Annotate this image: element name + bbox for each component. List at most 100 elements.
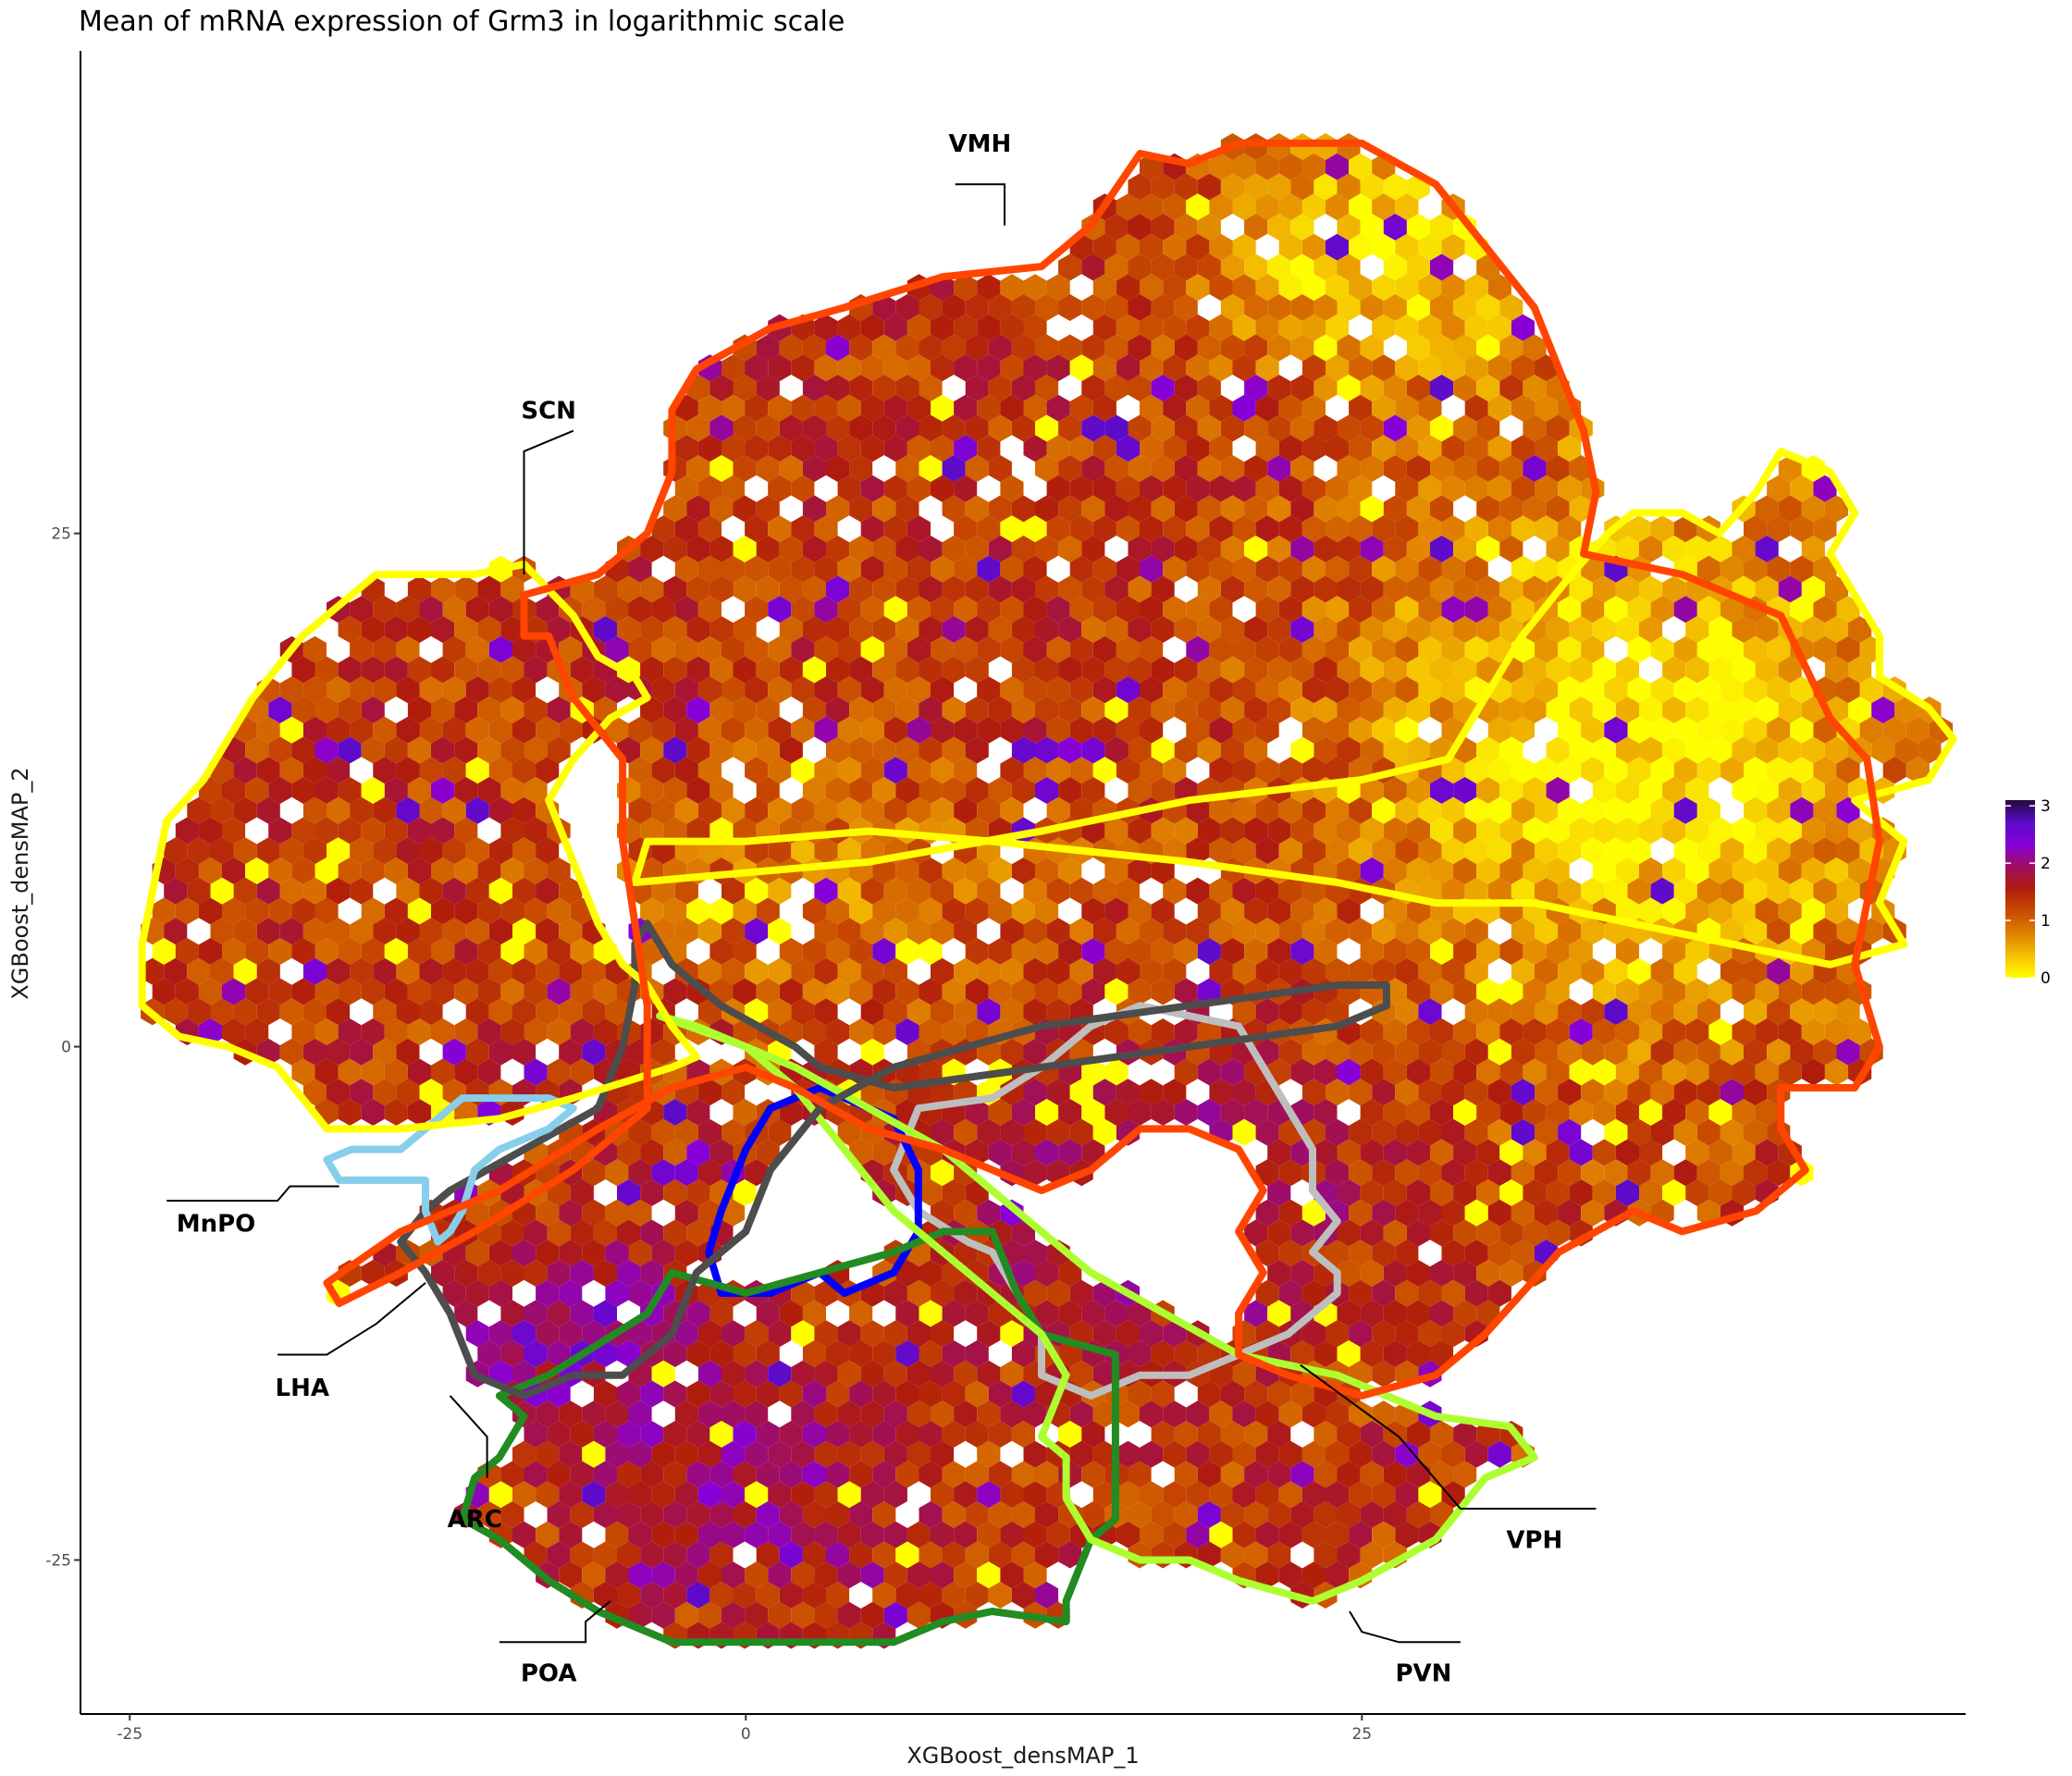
hex-bin	[605, 1400, 629, 1428]
hex-bin	[500, 575, 524, 603]
hex-bin	[1673, 1118, 1697, 1146]
hex-bin	[1023, 918, 1047, 945]
hex-bin	[791, 635, 815, 663]
hex-bin	[1232, 957, 1256, 985]
hex-bin	[1255, 676, 1279, 704]
hex-bin	[1151, 1421, 1175, 1448]
hex-bin	[1662, 777, 1686, 804]
hex-bin	[302, 998, 327, 1026]
hex-bin	[1732, 697, 1756, 723]
hex-bin	[860, 1561, 884, 1589]
hex-bin	[210, 918, 234, 945]
hex-bin	[779, 978, 803, 1005]
hex-bin	[175, 978, 199, 1005]
hex-bin	[722, 1521, 746, 1548]
hex-bin	[988, 1380, 1012, 1408]
hex-bin	[1081, 1300, 1105, 1327]
hex-bin	[536, 1440, 560, 1468]
hex-bin	[1116, 716, 1140, 744]
hex-bin	[1267, 938, 1291, 965]
hex-bin	[488, 1481, 512, 1509]
hex-bin	[1673, 837, 1697, 865]
hex-bin	[1314, 575, 1338, 603]
hex-bin	[1301, 1320, 1326, 1348]
hex-bin	[779, 1421, 803, 1448]
hex-bin	[709, 1300, 734, 1327]
hex-bin	[1696, 796, 1720, 824]
hex-bin	[779, 1501, 803, 1528]
hex-bin	[1546, 697, 1570, 723]
hex-bin	[419, 998, 443, 1026]
hex-bin	[1418, 475, 1442, 502]
hex-bin	[1255, 757, 1279, 784]
hex-bin	[465, 796, 489, 824]
hex-bin	[814, 1601, 838, 1629]
hex-bin	[1662, 817, 1686, 845]
hex-bin	[872, 1340, 896, 1367]
hex-bin	[1487, 1159, 1511, 1187]
hex-bin	[977, 1360, 1001, 1388]
hex-bin	[1128, 575, 1152, 603]
hex-bin	[1859, 716, 1883, 744]
hex-bin	[1267, 294, 1291, 321]
hex-bin	[164, 957, 188, 985]
hex-bin	[1255, 515, 1279, 543]
hex-bin	[1174, 1058, 1198, 1086]
hex-bin	[919, 736, 943, 764]
hex-bin	[1104, 214, 1128, 240]
hex-bin	[1801, 616, 1825, 643]
hex-bin	[745, 1400, 769, 1428]
hex-bin	[1372, 555, 1396, 583]
hex-bin	[883, 555, 907, 583]
hex-bin	[883, 394, 907, 422]
hex-bin	[1894, 736, 1918, 764]
hex-bin	[1069, 1279, 1093, 1307]
hex-bin	[1767, 757, 1791, 784]
hex-bin	[1523, 1058, 1547, 1086]
hex-bin	[965, 1380, 989, 1408]
hex-bin	[849, 1541, 873, 1569]
hex-bin	[1372, 435, 1396, 462]
hex-bin	[872, 897, 896, 925]
hex-bin	[1337, 817, 1361, 845]
hex-bin	[536, 1199, 560, 1227]
hex-bin	[1558, 757, 1582, 784]
hex-bin	[1813, 555, 1837, 583]
hex-bin	[837, 676, 861, 704]
hex-bin	[1046, 1118, 1070, 1146]
hex-bin	[1523, 1018, 1547, 1045]
hex-bin	[233, 957, 257, 985]
hex-bin	[1011, 1582, 1035, 1609]
hex-bin	[1023, 957, 1047, 985]
hex-bin	[1395, 1481, 1419, 1509]
hex-bin	[697, 1601, 722, 1629]
hex-bin	[1511, 596, 1535, 623]
hex-bin	[779, 1300, 803, 1327]
hex-bin	[570, 1501, 594, 1528]
hex-bin	[895, 414, 919, 442]
hex-bin	[1546, 495, 1570, 523]
hex-bin	[1372, 193, 1396, 221]
hex-bin	[860, 314, 884, 341]
hex-bin	[1406, 616, 1430, 643]
hex-bin	[802, 455, 826, 482]
hex-bin	[1104, 414, 1128, 442]
hex-bin	[919, 1421, 943, 1448]
hex-bin	[1035, 536, 1059, 562]
hex-bin	[1209, 635, 1233, 663]
hex-bin	[1301, 1521, 1326, 1548]
hex-bin	[1326, 555, 1350, 583]
hex-bin	[338, 697, 362, 723]
hex-bin	[791, 515, 815, 543]
hex-bin	[674, 1159, 698, 1187]
hex-bin	[1395, 193, 1419, 221]
hex-bin	[1778, 656, 1802, 684]
vmh-label: VMH	[948, 130, 1011, 158]
hex-bin	[768, 1481, 792, 1509]
hex-bin	[1140, 435, 1164, 462]
hex-bin	[965, 1461, 989, 1488]
hex-bin	[1790, 475, 1814, 502]
hex-bin	[327, 957, 351, 985]
hex-bin	[524, 978, 548, 1005]
hex-bin	[1314, 1501, 1338, 1528]
